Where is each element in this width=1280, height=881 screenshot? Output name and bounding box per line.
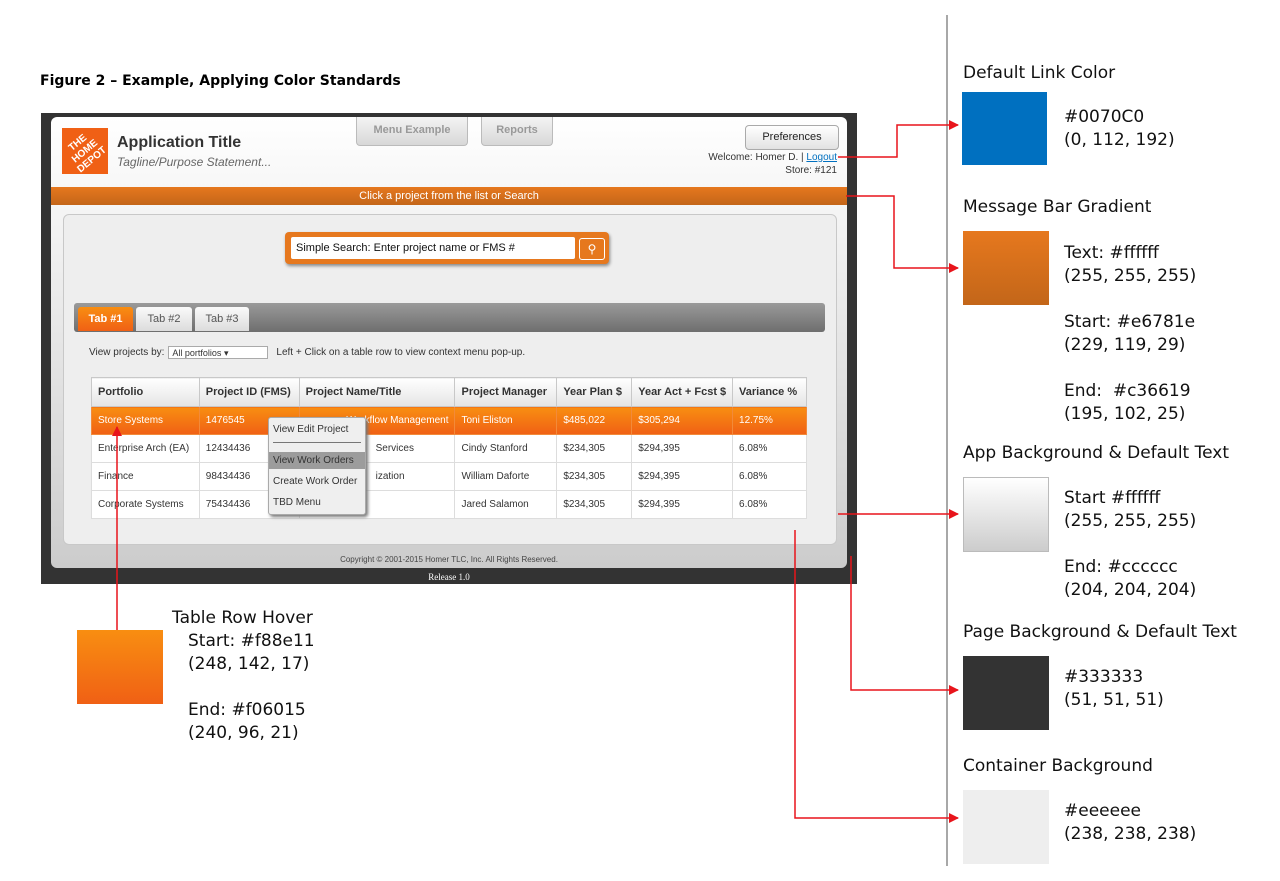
tab-2[interactable]: Tab #2 [136, 307, 192, 331]
legend-label-page-bg: Page Background & Default Text [963, 622, 1237, 642]
tab-3[interactable]: Tab #3 [195, 307, 249, 331]
context-item-view-edit[interactable]: View Edit Project [273, 424, 349, 435]
search-icon[interactable]: ⚲ [579, 238, 605, 260]
preferences-button[interactable]: Preferences [745, 125, 839, 150]
context-item-create-work-order[interactable]: Create Work Order [273, 476, 358, 487]
column-divider [946, 15, 948, 866]
cell: 6.08% [732, 490, 807, 519]
portfolio-select[interactable]: All portfolios ▾ [168, 346, 269, 359]
hover-legend-text: Start: #f88e11 (248, 142, 17) End: #f060… [188, 631, 315, 743]
home-depot-logo: THE HOME DEPOT [62, 128, 109, 175]
hover-legend-label: Table Row Hover [172, 608, 313, 628]
column-header[interactable]: Year Plan $ [556, 377, 633, 407]
welcome-text: Welcome: Homer D. | Logout [708, 152, 837, 163]
column-header[interactable]: Project ID (FMS) [198, 377, 300, 407]
legend-text-message: Text: #ffffff (255, 255, 255) Start: #e6… [1064, 243, 1197, 424]
menu-example-button[interactable]: Menu Example [356, 117, 468, 146]
cell: $234,305 [556, 490, 633, 519]
arrow-page-background [850, 556, 959, 695]
cell: 6.08% [732, 434, 807, 463]
message-bar-swatch [963, 231, 1049, 305]
cell: $305,294 [631, 406, 734, 435]
link-color-swatch [962, 92, 1047, 165]
container-background-swatch [963, 790, 1049, 864]
column-header[interactable]: Project Name/Title [298, 377, 456, 407]
logout-link[interactable]: Logout [806, 152, 837, 163]
column-header[interactable]: Year Act + Fcst $ [631, 377, 734, 407]
tagline: Tagline/Purpose Statement... [117, 155, 272, 169]
tab-1[interactable]: Tab #1 [78, 307, 133, 331]
legend-label-container: Container Background [963, 756, 1153, 776]
store-number: Store: #121 [785, 165, 837, 176]
arrow-link-color [838, 120, 959, 158]
tab-bar: Tab #1 Tab #2 Tab #3 [74, 303, 825, 332]
app-background-swatch [963, 477, 1049, 552]
legend-label-app-bg: App Background & Default Text [963, 443, 1229, 463]
cell: $294,395 [631, 490, 734, 519]
context-item-view-work-orders[interactable]: View Work Orders [269, 452, 365, 469]
cell: Corporate Systems [91, 490, 200, 519]
cell: 12.75% [732, 406, 807, 435]
projects-table: Portfolio Project ID (FMS) Project Name/… [91, 377, 807, 519]
cell: Finance [91, 462, 200, 491]
release-label: Release 1.0 [428, 572, 470, 582]
arrow-container [794, 530, 959, 823]
page-background-swatch [963, 656, 1049, 730]
context-item-tbd[interactable]: TBD Menu [273, 497, 321, 508]
view-projects-row: View projects by: All portfolios ▾ Left + … [89, 346, 525, 359]
column-header[interactable]: Project Manager [454, 377, 558, 407]
app-window: THE HOME DEPOT Application Title Tagline… [51, 117, 847, 568]
reports-button[interactable]: Reports [481, 117, 553, 146]
app-title: Application Title [117, 134, 242, 151]
view-label: View projects by: [89, 347, 165, 359]
cell: Jared Salamon [454, 490, 558, 519]
arrow-message-bar [846, 195, 959, 273]
view-hint: Left + Click on a table row to view cont… [276, 347, 526, 359]
legend-text-app-bg: Start #ffffff (255, 255, 255) End: #cccc… [1064, 488, 1197, 600]
cell: $294,395 [631, 462, 734, 491]
context-menu: View Edit Project View Work Orders Creat… [268, 417, 366, 515]
column-header[interactable]: Portfolio [91, 377, 200, 407]
figure-title: Figure 2 – Example, Applying Color Stand… [40, 73, 401, 89]
legend-text-link: #0070C0 (0, 112, 192) [1064, 107, 1175, 150]
content-container: Simple Search: Enter project name or FMS… [63, 214, 837, 545]
hover-swatch [77, 630, 163, 704]
cell: Toni Eliston [454, 406, 558, 435]
context-divider [273, 442, 361, 443]
legend-text-page-bg: #333333 (51, 51, 51) [1064, 667, 1164, 710]
legend-text-container: #eeeeee (238, 238, 238) [1064, 801, 1197, 844]
search-input[interactable]: Simple Search: Enter project name or FMS… [291, 237, 575, 259]
message-bar: Click a project from the list or Search [51, 187, 847, 205]
legend-label-link: Default Link Color [963, 63, 1116, 83]
cell: $234,305 [556, 462, 633, 491]
cell: $234,305 [556, 434, 633, 463]
cell: $485,022 [556, 406, 633, 435]
search-box: Simple Search: Enter project name or FMS… [285, 232, 609, 264]
table-header: Portfolio Project ID (FMS) Project Name/… [91, 377, 807, 407]
cell: William Daforte [454, 462, 558, 491]
copyright: Copyright © 2001-2015 Homer TLC, Inc. Al… [340, 555, 558, 564]
column-header[interactable]: Variance % [732, 377, 807, 407]
legend-label-message: Message Bar Gradient [963, 197, 1152, 217]
